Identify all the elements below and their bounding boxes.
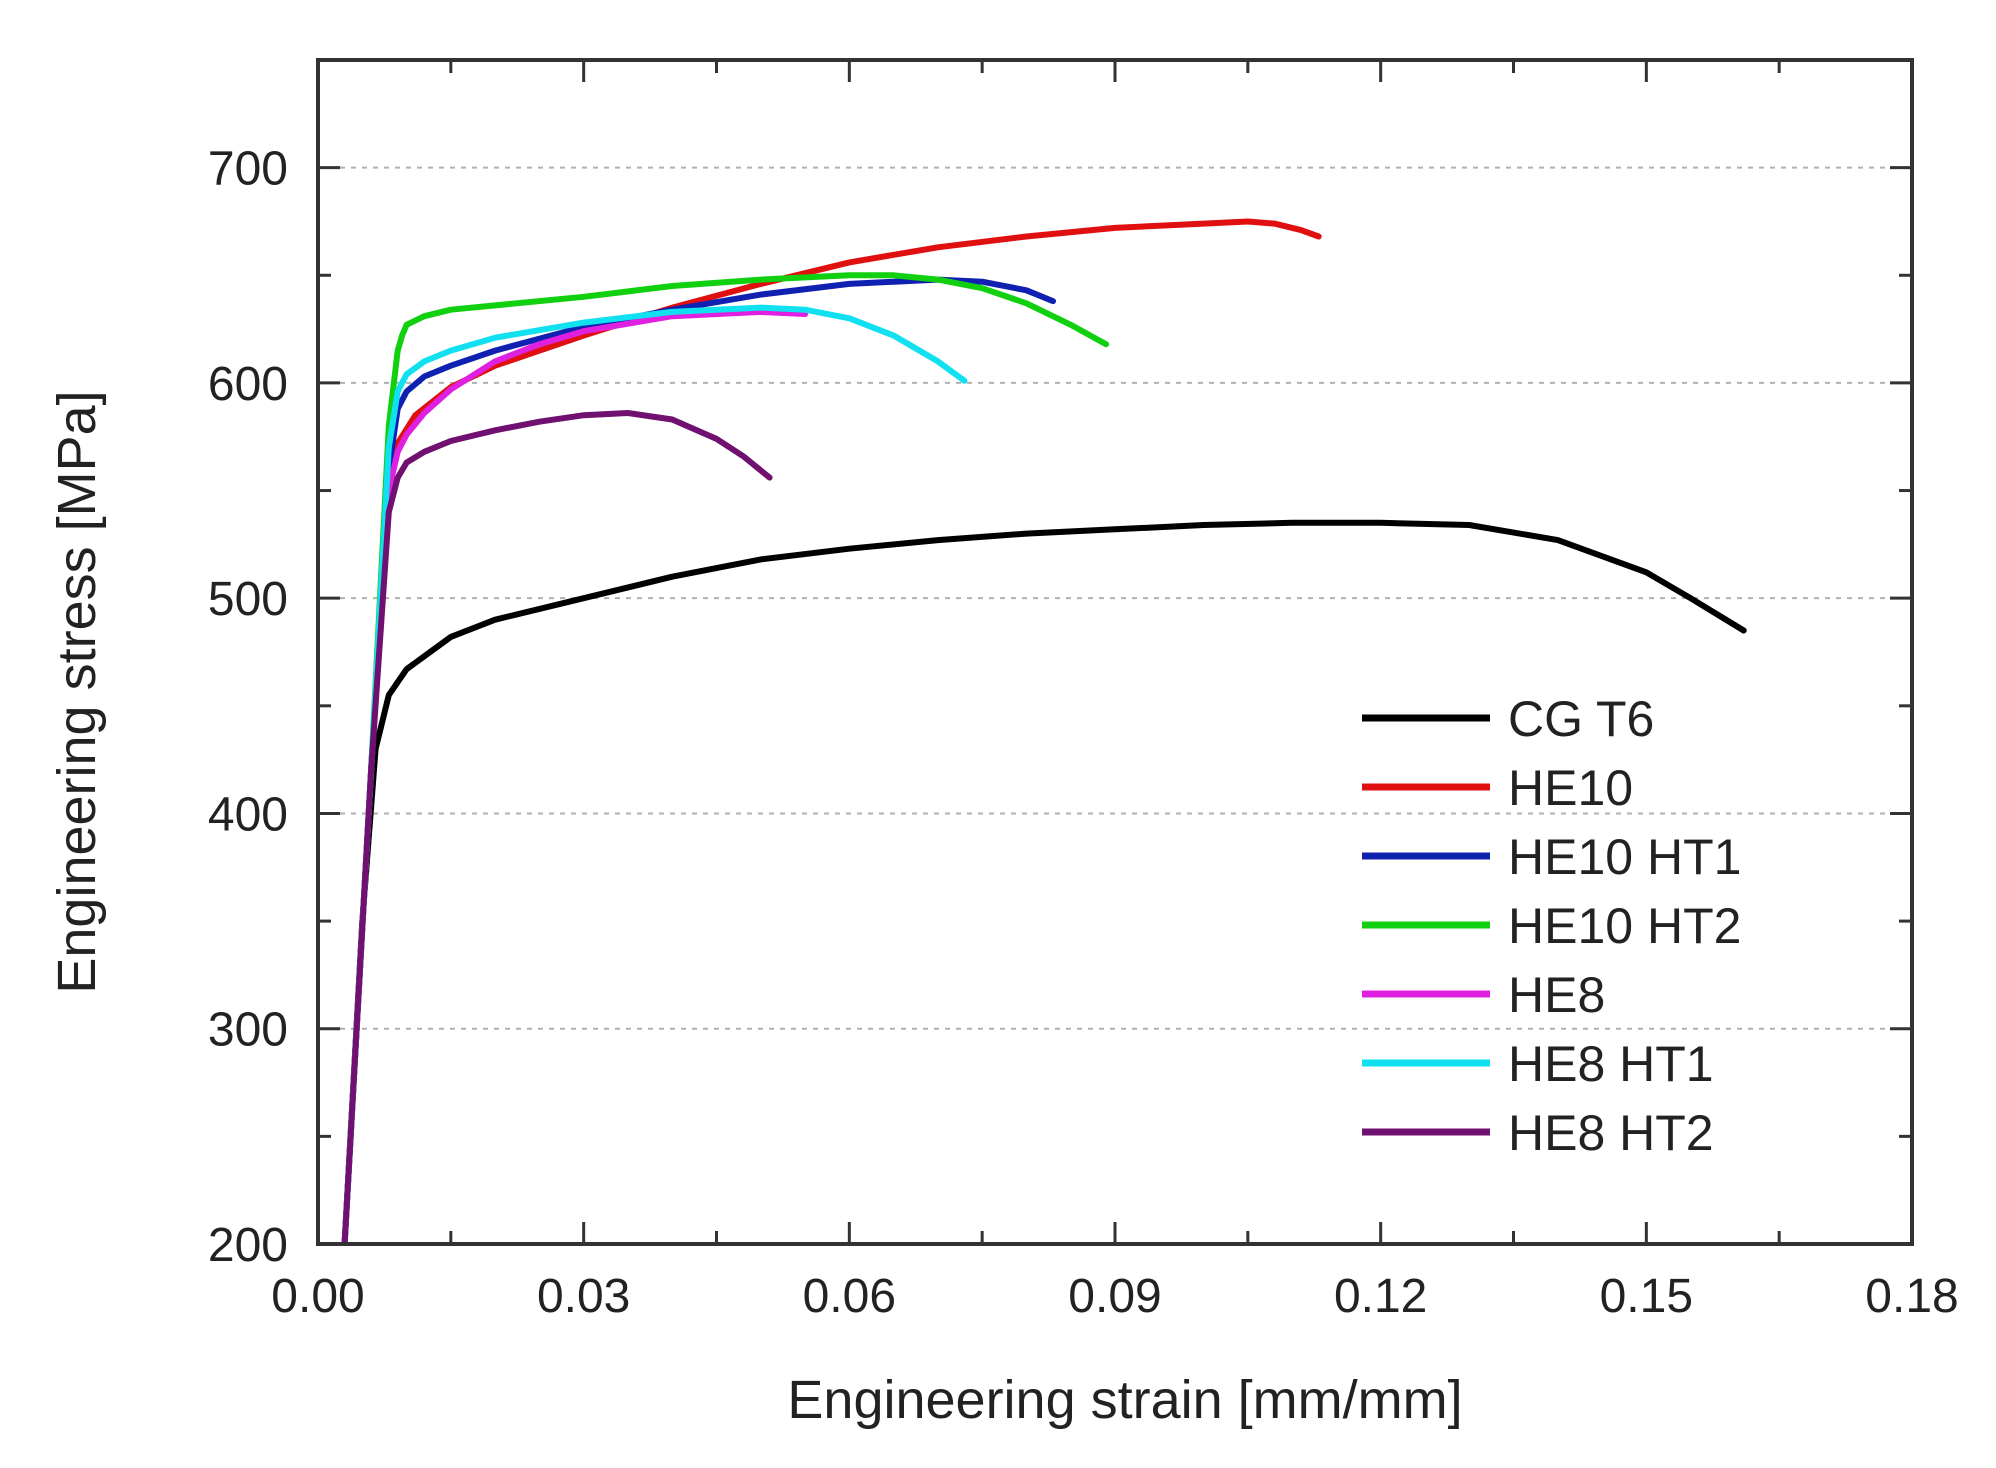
series-line-he10	[341, 218, 1322, 1244]
x-tick-label: 0.12	[1334, 1270, 1427, 1323]
series-line-he8-ht2	[341, 410, 773, 1244]
series-line-he8-ht1	[341, 304, 968, 1244]
legend-label-he10: HE10	[1508, 760, 1633, 816]
x-tick-label: 0.09	[1068, 1270, 1161, 1323]
series-layer	[341, 218, 1747, 1244]
labels-layer: 200 300 400 500 600 700 0.00 0.03 0.06 0.09 0.12 0.…	[208, 143, 1959, 1323]
legend: CG T6 HE10 HE10 HT1 HE10 HT2 HE8 HE8 HT1 HE8 H…	[1362, 691, 1741, 1161]
series-line-he10-ht2	[341, 272, 1110, 1244]
x-tick-label: 0.00	[271, 1270, 364, 1323]
y-tick-label: 500	[208, 573, 288, 626]
x-tick-label: 0.15	[1600, 1270, 1693, 1323]
legend-label-he10-ht2: HE10 HT2	[1508, 898, 1741, 954]
plot-frame	[316, 58, 1914, 1246]
legend-label-he8-ht1: HE8 HT1	[1508, 1036, 1714, 1092]
x-tick-label: 0.06	[803, 1270, 896, 1323]
y-tick-label: 200	[208, 1219, 288, 1272]
y-tick-label: 600	[208, 358, 288, 411]
legend-label-he8-ht2: HE8 HT2	[1508, 1105, 1714, 1161]
x-axis-title: Engineering strain [mm/mm]	[787, 1370, 1462, 1430]
y-tick-label: 700	[208, 143, 288, 196]
legend-label-he8: HE8	[1508, 967, 1605, 1023]
y-tick-label: 400	[208, 788, 288, 841]
series-line-cg-t6	[341, 519, 1747, 1244]
series-line-he10-ht1	[341, 276, 1056, 1244]
x-tick-label: 0.03	[537, 1270, 630, 1323]
x-tick-label: 0.18	[1865, 1270, 1958, 1323]
y-tick-label: 300	[208, 1004, 288, 1057]
legend-label-cg-t6: CG T6	[1508, 691, 1654, 747]
y-axis-title: Engineering stress [MPa]	[47, 390, 107, 993]
legend-label-he10-ht1: HE10 HT1	[1508, 829, 1741, 885]
